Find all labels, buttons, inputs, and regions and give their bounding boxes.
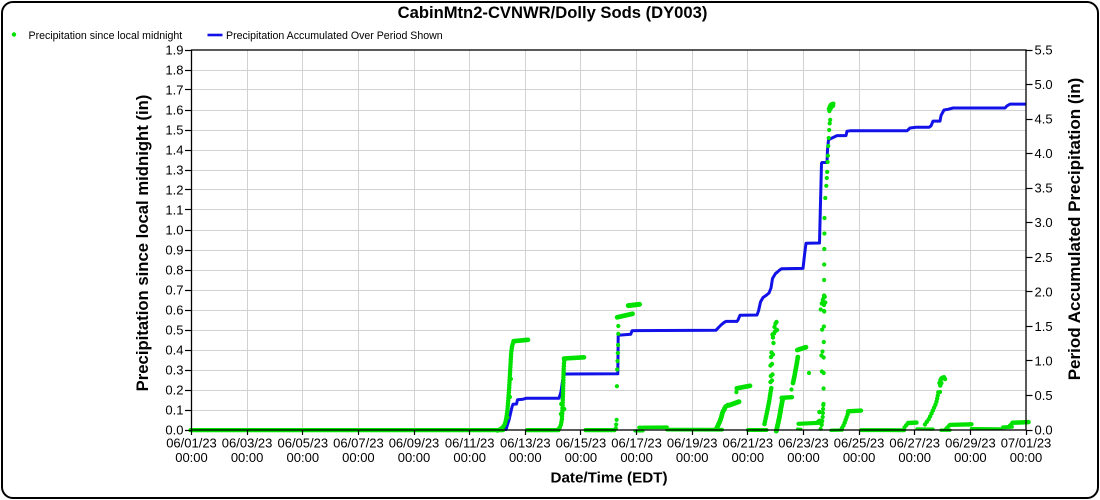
svg-text:1.7: 1.7: [165, 83, 183, 98]
svg-text:06/21/23: 06/21/23: [722, 435, 773, 450]
svg-text:1.0: 1.0: [1035, 353, 1053, 368]
svg-text:0.0: 0.0: [165, 423, 183, 438]
svg-text:2.5: 2.5: [1035, 250, 1053, 265]
svg-text:06/13/23: 06/13/23: [500, 435, 551, 450]
svg-text:1.1: 1.1: [165, 203, 183, 218]
svg-text:Precipitation since local midn: Precipitation since local midnight (in): [133, 95, 152, 392]
svg-text:1.6: 1.6: [165, 103, 183, 118]
svg-text:5.5: 5.5: [1035, 43, 1053, 58]
svg-text:0.1: 0.1: [165, 403, 183, 418]
svg-text:00:00: 00:00: [565, 450, 598, 465]
svg-text:0.4: 0.4: [165, 343, 183, 358]
svg-text:CabinMtn2-CVNWR/Dolly Sods (DY: CabinMtn2-CVNWR/Dolly Sods (DY003): [398, 3, 708, 22]
svg-text:00:00: 00:00: [620, 450, 653, 465]
svg-text:0.3: 0.3: [165, 363, 183, 378]
svg-text:00:00: 00:00: [342, 450, 375, 465]
svg-text:00:00: 00:00: [453, 450, 486, 465]
svg-text:5.0: 5.0: [1035, 77, 1053, 92]
svg-text:1.4: 1.4: [165, 143, 183, 158]
svg-text:1.3: 1.3: [165, 163, 183, 178]
svg-text:00:00: 00:00: [898, 450, 931, 465]
svg-text:1.0: 1.0: [165, 223, 183, 238]
svg-text:0.0: 0.0: [1035, 423, 1053, 438]
svg-text:00:00: 00:00: [1010, 450, 1043, 465]
svg-text:00:00: 00:00: [175, 450, 208, 465]
svg-text:2.0: 2.0: [1035, 284, 1053, 299]
svg-text:06/07/23: 06/07/23: [333, 435, 384, 450]
svg-text:06/03/23: 06/03/23: [222, 435, 273, 450]
svg-text:00:00: 00:00: [287, 450, 320, 465]
svg-text:0.8: 0.8: [165, 263, 183, 278]
svg-text:06/25/23: 06/25/23: [834, 435, 885, 450]
svg-text:06/15/23: 06/15/23: [556, 435, 607, 450]
svg-text:06/05/23: 06/05/23: [277, 435, 328, 450]
svg-text:Period Accumulated Precipitati: Period Accumulated Precipitation (in): [1065, 78, 1084, 381]
svg-text:06/09/23: 06/09/23: [389, 435, 440, 450]
svg-text:0.7: 0.7: [165, 283, 183, 298]
svg-text:4.5: 4.5: [1035, 112, 1053, 127]
svg-text:4.0: 4.0: [1035, 146, 1053, 161]
svg-text:07/01/23: 07/01/23: [1001, 435, 1052, 450]
svg-text:0.9: 0.9: [165, 243, 183, 258]
svg-text:06/23/23: 06/23/23: [778, 435, 829, 450]
svg-text:Date/Time (EDT): Date/Time (EDT): [550, 469, 667, 486]
svg-text:00:00: 00:00: [732, 450, 765, 465]
svg-text:Precipitation since local midn: Precipitation since local midnight: [29, 30, 183, 42]
svg-text:3.5: 3.5: [1035, 181, 1053, 196]
svg-text:06/29/23: 06/29/23: [945, 435, 996, 450]
svg-text:00:00: 00:00: [231, 450, 264, 465]
svg-text:00:00: 00:00: [843, 450, 876, 465]
svg-text:00:00: 00:00: [954, 450, 987, 465]
svg-text:06/01/23: 06/01/23: [166, 435, 217, 450]
svg-text:0.5: 0.5: [165, 323, 183, 338]
svg-text:0.5: 0.5: [1035, 388, 1053, 403]
svg-text:1.2: 1.2: [165, 183, 183, 198]
svg-text:00:00: 00:00: [398, 450, 431, 465]
svg-text:3.0: 3.0: [1035, 215, 1053, 230]
svg-text:1.8: 1.8: [165, 63, 183, 78]
svg-text:1.9: 1.9: [165, 43, 183, 58]
svg-text:0.2: 0.2: [165, 383, 183, 398]
svg-text:06/17/23: 06/17/23: [611, 435, 662, 450]
svg-text:06/19/23: 06/19/23: [667, 435, 718, 450]
svg-text:00:00: 00:00: [509, 450, 542, 465]
svg-text:00:00: 00:00: [676, 450, 709, 465]
svg-text:1.5: 1.5: [165, 123, 183, 138]
svg-text:06/27/23: 06/27/23: [889, 435, 940, 450]
svg-text:Precipitation Accumulated Over: Precipitation Accumulated Over Period Sh…: [226, 30, 443, 42]
svg-text:1.5: 1.5: [1035, 319, 1053, 334]
svg-text:06/11/23: 06/11/23: [445, 435, 495, 450]
svg-text:00:00: 00:00: [787, 450, 820, 465]
svg-text:0.6: 0.6: [165, 303, 183, 318]
